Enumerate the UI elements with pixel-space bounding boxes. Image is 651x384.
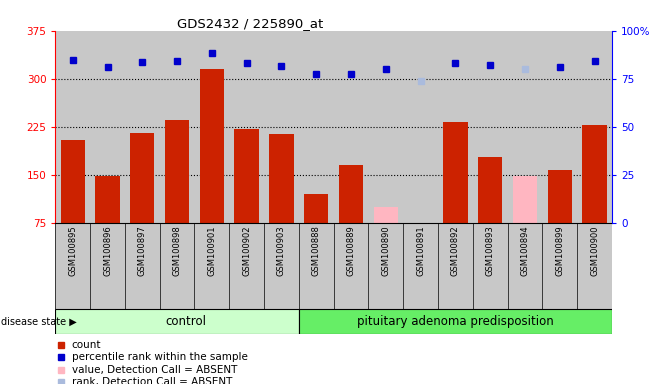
Bar [130,133,154,223]
Text: GSM100895: GSM100895 [68,225,77,276]
Bar [195,31,229,223]
Text: count: count [72,339,101,350]
Bar [443,122,467,223]
Bar [438,31,473,223]
Bar [368,31,403,223]
Text: GSM100893: GSM100893 [486,225,495,276]
Bar [229,31,264,223]
Text: disease state ▶: disease state ▶ [1,316,76,327]
Text: GSM100892: GSM100892 [451,225,460,276]
Bar [55,31,90,223]
Text: GSM100899: GSM100899 [555,225,564,276]
Bar [270,134,294,223]
Bar [95,176,120,223]
Bar [478,157,503,223]
Bar [577,31,612,223]
Text: GSM100888: GSM100888 [312,225,321,276]
Bar [339,165,363,223]
Bar [90,31,125,223]
Text: value, Detection Call = ABSENT: value, Detection Call = ABSENT [72,364,237,375]
Bar [304,194,328,223]
Bar [547,170,572,223]
Text: pituitary adenoma predisposition: pituitary adenoma predisposition [357,315,554,328]
Text: GSM100903: GSM100903 [277,225,286,276]
Bar [61,139,85,223]
Text: GSM100896: GSM100896 [103,225,112,276]
Bar [159,31,195,223]
Text: GSM100898: GSM100898 [173,225,182,276]
Text: GSM100902: GSM100902 [242,225,251,276]
Text: GSM100900: GSM100900 [590,225,599,276]
Text: rank, Detection Call = ABSENT: rank, Detection Call = ABSENT [72,377,232,384]
Bar [165,120,189,223]
Bar [374,207,398,223]
Bar [542,31,577,223]
Bar [125,31,159,223]
Bar [403,31,438,223]
Text: GSM100901: GSM100901 [208,225,216,276]
Bar [583,125,607,223]
Bar [55,309,299,334]
Bar [513,176,537,223]
Text: percentile rank within the sample: percentile rank within the sample [72,352,247,362]
Text: control: control [165,315,206,328]
Title: GDS2432 / 225890_at: GDS2432 / 225890_at [177,17,324,30]
Bar [473,31,508,223]
Text: GSM100889: GSM100889 [346,225,355,276]
Bar [299,31,333,223]
Text: GSM100897: GSM100897 [138,225,147,276]
Bar [200,69,224,223]
Text: GSM100890: GSM100890 [381,225,391,276]
Bar [508,31,542,223]
Bar [333,31,368,223]
Text: GSM100894: GSM100894 [520,225,529,276]
Bar [299,309,612,334]
Bar [234,129,259,223]
Text: GSM100891: GSM100891 [416,225,425,276]
Bar [264,31,299,223]
